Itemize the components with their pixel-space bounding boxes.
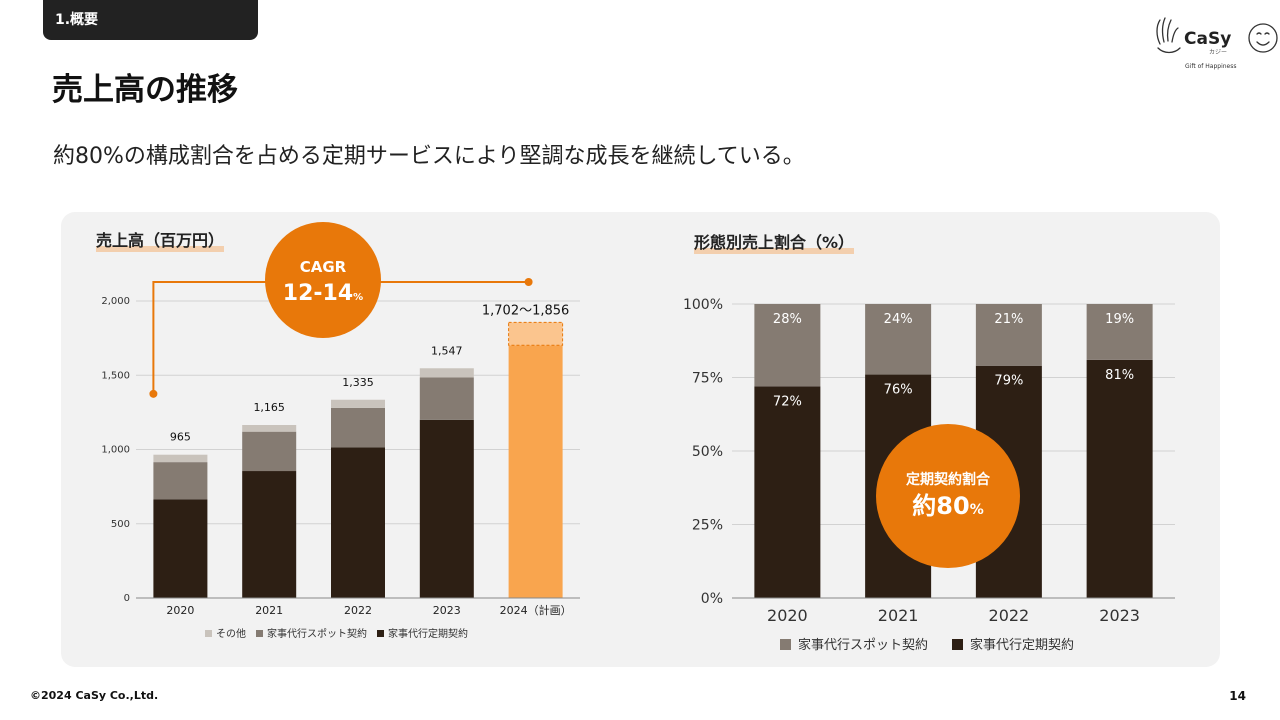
y-tick-label: 0	[124, 593, 130, 604]
ratio-badge-value: 約80%	[912, 492, 983, 520]
data-label: 21%	[994, 312, 1023, 327]
legend-swatch	[780, 639, 791, 650]
data-label: 28%	[773, 312, 802, 327]
total-label: 965	[170, 431, 191, 444]
data-label: 72%	[773, 394, 802, 409]
bar-segment	[242, 424, 297, 432]
data-label: 24%	[884, 312, 913, 327]
logo-kana: カジー	[1209, 49, 1227, 56]
logo-tagline: Gift of Happiness	[1185, 63, 1237, 70]
bar-plan	[508, 345, 563, 598]
ratio-badge	[876, 424, 1020, 568]
data-label: 76%	[884, 383, 913, 398]
bar-segment	[331, 407, 385, 448]
x-tick-label: 2023	[433, 604, 461, 617]
sales-chart: 0 500 1,000 1,500 2,000 965 2020 1,165 2021 1,335…	[101, 222, 580, 640]
cagr-value: 12-14%	[283, 281, 363, 306]
logo-brand: CaSy	[1184, 29, 1231, 49]
total-label: 1,165	[253, 401, 285, 414]
x-tick-label: 2022	[989, 606, 1030, 625]
data-label: 79%	[994, 374, 1023, 389]
legend-label: その他	[216, 627, 246, 640]
x-tick-label: 2022	[344, 604, 372, 617]
ratio-badge-label: 定期契約割合	[906, 471, 991, 488]
casy-logo: CaSy カジー Gift of Happiness	[1156, 17, 1278, 70]
bar-segment	[419, 377, 474, 420]
bar-segment	[865, 304, 932, 375]
legend-label: 家事代行定期契約	[388, 627, 468, 640]
bar-segment	[754, 386, 821, 598]
cagr-label: CAGR	[300, 258, 347, 276]
bar-segment	[153, 499, 208, 598]
y-tick-label: 1,000	[101, 445, 130, 456]
x-tick-label: 2021	[878, 606, 919, 625]
copyright: ©2024 CaSy Co.,Ltd.	[30, 689, 159, 702]
bar-segment	[331, 447, 385, 598]
section-tab: 1.概要	[43, 0, 258, 40]
total-label: 1,702〜1,856	[482, 303, 569, 318]
data-label: 81%	[1105, 368, 1134, 383]
page-number: 14	[1229, 689, 1246, 703]
y-tick-label: 1,500	[101, 370, 130, 381]
bar-segment	[242, 471, 297, 598]
bar-segment	[153, 462, 208, 500]
legend-label: 家事代行スポット契約	[267, 627, 367, 640]
y-tick-label: 50%	[692, 444, 723, 460]
legend-label: 家事代行定期契約	[970, 637, 1074, 653]
bar-plan-range	[508, 321, 564, 346]
legend-swatch	[952, 639, 963, 650]
cagr-dot-start	[149, 389, 158, 398]
x-tick-label: 2023	[1099, 606, 1140, 625]
y-tick-label: 0%	[701, 591, 723, 607]
x-tick-label: 2020	[767, 606, 808, 625]
legend-swatch	[205, 630, 212, 637]
legend-label: 家事代行スポット契約	[798, 637, 928, 653]
cagr-badge	[265, 222, 381, 338]
ratio-chart: 0% 25% 50% 75% 100% 72% 28% 2020 76% 24% 2021 79% 21…	[683, 297, 1175, 653]
bar-segment	[1086, 359, 1153, 598]
bar-segment	[419, 368, 474, 378]
page-subtitle: 約80%の構成割合を占める定期サービスにより堅調な成長を継続している。	[53, 144, 805, 169]
bar-segment	[153, 454, 208, 463]
y-tick-label: 75%	[692, 371, 723, 387]
cagr-dot-end	[524, 278, 533, 286]
y-tick-label: 2,000	[101, 296, 130, 307]
page-title: 売上高の推移	[52, 72, 238, 108]
legend-swatch	[377, 630, 384, 637]
data-label: 19%	[1105, 312, 1134, 327]
bar-segment	[1086, 304, 1153, 360]
legend-swatch	[256, 630, 263, 637]
bar-segment	[242, 431, 297, 472]
ratio-chart-title: 形態別売上割合（%）	[694, 233, 855, 252]
bar-segment	[331, 399, 385, 408]
bar-segment	[419, 419, 474, 598]
total-label: 1,547	[431, 344, 463, 357]
sales-chart-title: 売上高（百万円）	[96, 231, 225, 250]
cagr-connector	[152, 281, 529, 394]
x-tick-label: 2020	[166, 604, 194, 617]
x-tick-label: 2021	[255, 604, 283, 617]
total-label: 1,335	[342, 376, 374, 389]
y-tick-label: 25%	[692, 518, 723, 534]
y-tick-label: 100%	[683, 297, 723, 313]
y-tick-label: 500	[111, 519, 130, 530]
bar-segment	[975, 304, 1042, 366]
bar-segment	[754, 304, 821, 387]
x-tick-label: 2024（計画）	[500, 603, 572, 617]
